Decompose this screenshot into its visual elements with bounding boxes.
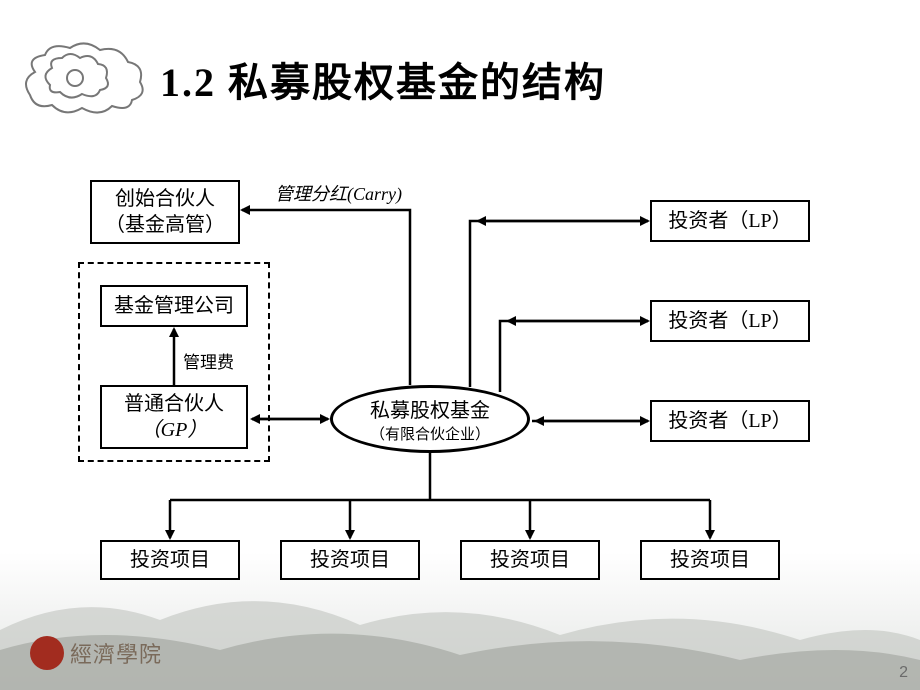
node-project-4: 投资项目	[640, 540, 780, 580]
slide: 1.2 私募股权基金的结构 创始合伙人 （基金高管） 基金管理公司 普通合伙人 …	[0, 0, 920, 690]
node-project-4-label: 投资项目	[670, 547, 750, 573]
node-lp-1-label: 投资者（LP）	[668, 208, 791, 234]
node-fund: 私募股权基金 （有限合伙企业）	[330, 385, 530, 453]
node-project-3: 投资项目	[460, 540, 600, 580]
page-number: 2	[899, 664, 908, 682]
node-lp-3-label: 投资者（LP）	[668, 408, 791, 434]
node-mgmt-company: 基金管理公司	[100, 285, 248, 327]
logo-text: 經濟學院	[70, 637, 162, 669]
node-mgmt-company-label: 基金管理公司	[114, 293, 234, 319]
node-gp-line1: 普通合伙人	[124, 391, 224, 417]
edge-label-carry: 管理分红(Carry)	[275, 180, 402, 206]
node-lp-3: 投资者（LP）	[650, 400, 810, 442]
node-founder: 创始合伙人 （基金高管）	[90, 180, 240, 244]
node-founder-line1: 创始合伙人	[115, 186, 215, 212]
node-gp-line2: （GP）	[141, 417, 208, 443]
node-gp: 普通合伙人 （GP）	[100, 385, 248, 449]
logo-seal-icon	[30, 636, 64, 670]
logo: 經濟學院	[30, 636, 162, 670]
node-founder-line2: （基金高管）	[105, 212, 225, 238]
node-fund-sub: （有限合伙企业）	[370, 423, 490, 444]
edge-label-mgmt-fee: 管理费	[183, 348, 234, 373]
node-project-2: 投资项目	[280, 540, 420, 580]
node-fund-main: 私募股权基金	[370, 394, 490, 423]
slide-title: 1.2 私募股权基金的结构	[160, 50, 606, 108]
edge-label-carry-text: 管理分红(Carry)	[275, 184, 402, 204]
node-lp-1: 投资者（LP）	[650, 200, 810, 242]
node-project-1: 投资项目	[100, 540, 240, 580]
node-project-3-label: 投资项目	[490, 547, 570, 573]
edge-label-mgmt-fee-text: 管理费	[183, 353, 234, 372]
node-project-1-label: 投资项目	[130, 547, 210, 573]
node-lp-2: 投资者（LP）	[650, 300, 810, 342]
node-project-2-label: 投资项目	[310, 547, 390, 573]
node-lp-2-label: 投资者（LP）	[668, 308, 791, 334]
pe-fund-structure-diagram: 创始合伙人 （基金高管） 基金管理公司 普通合伙人 （GP） 私募股权基金 （有…	[70, 160, 870, 600]
cloud-decoration	[20, 40, 150, 120]
